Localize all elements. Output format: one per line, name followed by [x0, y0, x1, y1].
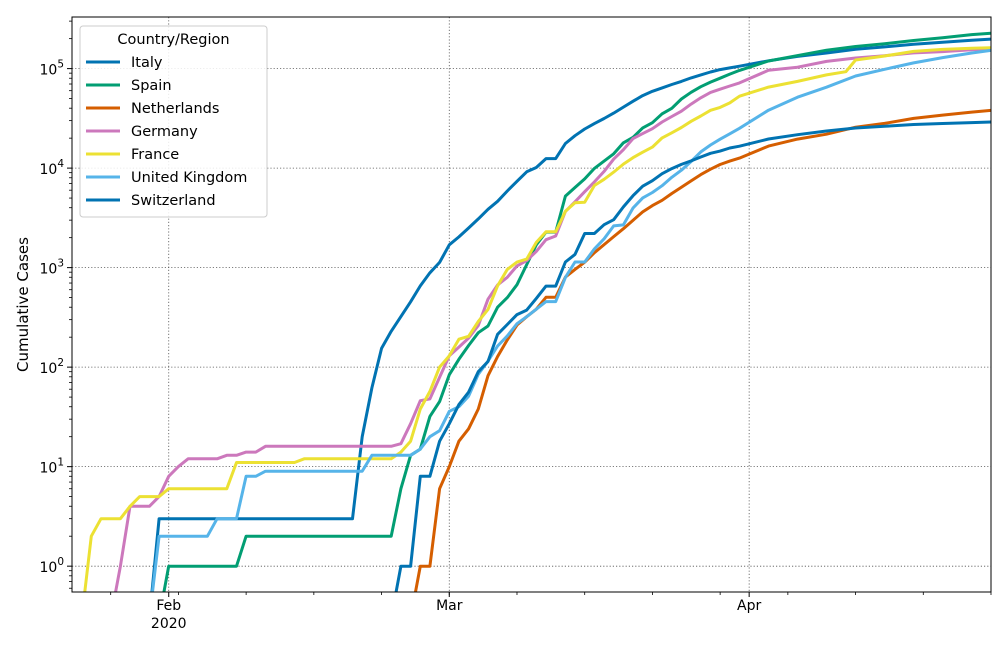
y-tick-label: 103	[39, 258, 64, 278]
x-tick-label: Apr	[737, 598, 761, 614]
legend-entry-label: Italy	[131, 55, 163, 71]
grid-lines	[72, 17, 991, 592]
series-line-germany	[114, 47, 991, 592]
y-tick-label: 104	[39, 158, 64, 178]
y-tick-label: 101	[39, 457, 64, 477]
legend-title: Country/Region	[117, 32, 229, 48]
y-axis: 100 101 102 103 104 105	[39, 20, 72, 589]
series-line-netherlands	[413, 108, 991, 592]
plot-frame	[71, 16, 992, 593]
legend-entry-label: Spain	[131, 78, 172, 94]
x-tick-label: Feb	[156, 598, 181, 614]
y-axis-label: Cumulative Cases	[14, 237, 32, 372]
legend: Country/Region Italy Spain Netherlands Germa…	[79, 25, 268, 218]
y-tick-label: 100	[39, 556, 64, 576]
series-line-france	[83, 46, 991, 592]
series-line-italy	[150, 37, 991, 592]
y-tick-label: 102	[39, 357, 64, 377]
y-tick-label: 105	[39, 59, 64, 79]
x-tick-label: Mar	[436, 598, 463, 614]
legend-entry-label: United Kingdom	[131, 170, 247, 186]
legend-entry-label: France	[131, 147, 179, 163]
series-line-switzerland	[394, 120, 991, 592]
legend-entry-label: Switzerland	[131, 193, 216, 209]
x-tick-sublabel: 2020	[151, 616, 187, 632]
series-line-united-kingdom	[150, 48, 991, 592]
legend-entry-label: Germany	[131, 124, 198, 140]
legend-box	[79, 25, 268, 218]
legend-entry-label: Netherlands	[131, 101, 219, 117]
x-axis: Feb 2020 Mar Apr	[110, 592, 992, 632]
series-line-spain	[162, 31, 991, 592]
series-lines	[83, 31, 991, 592]
